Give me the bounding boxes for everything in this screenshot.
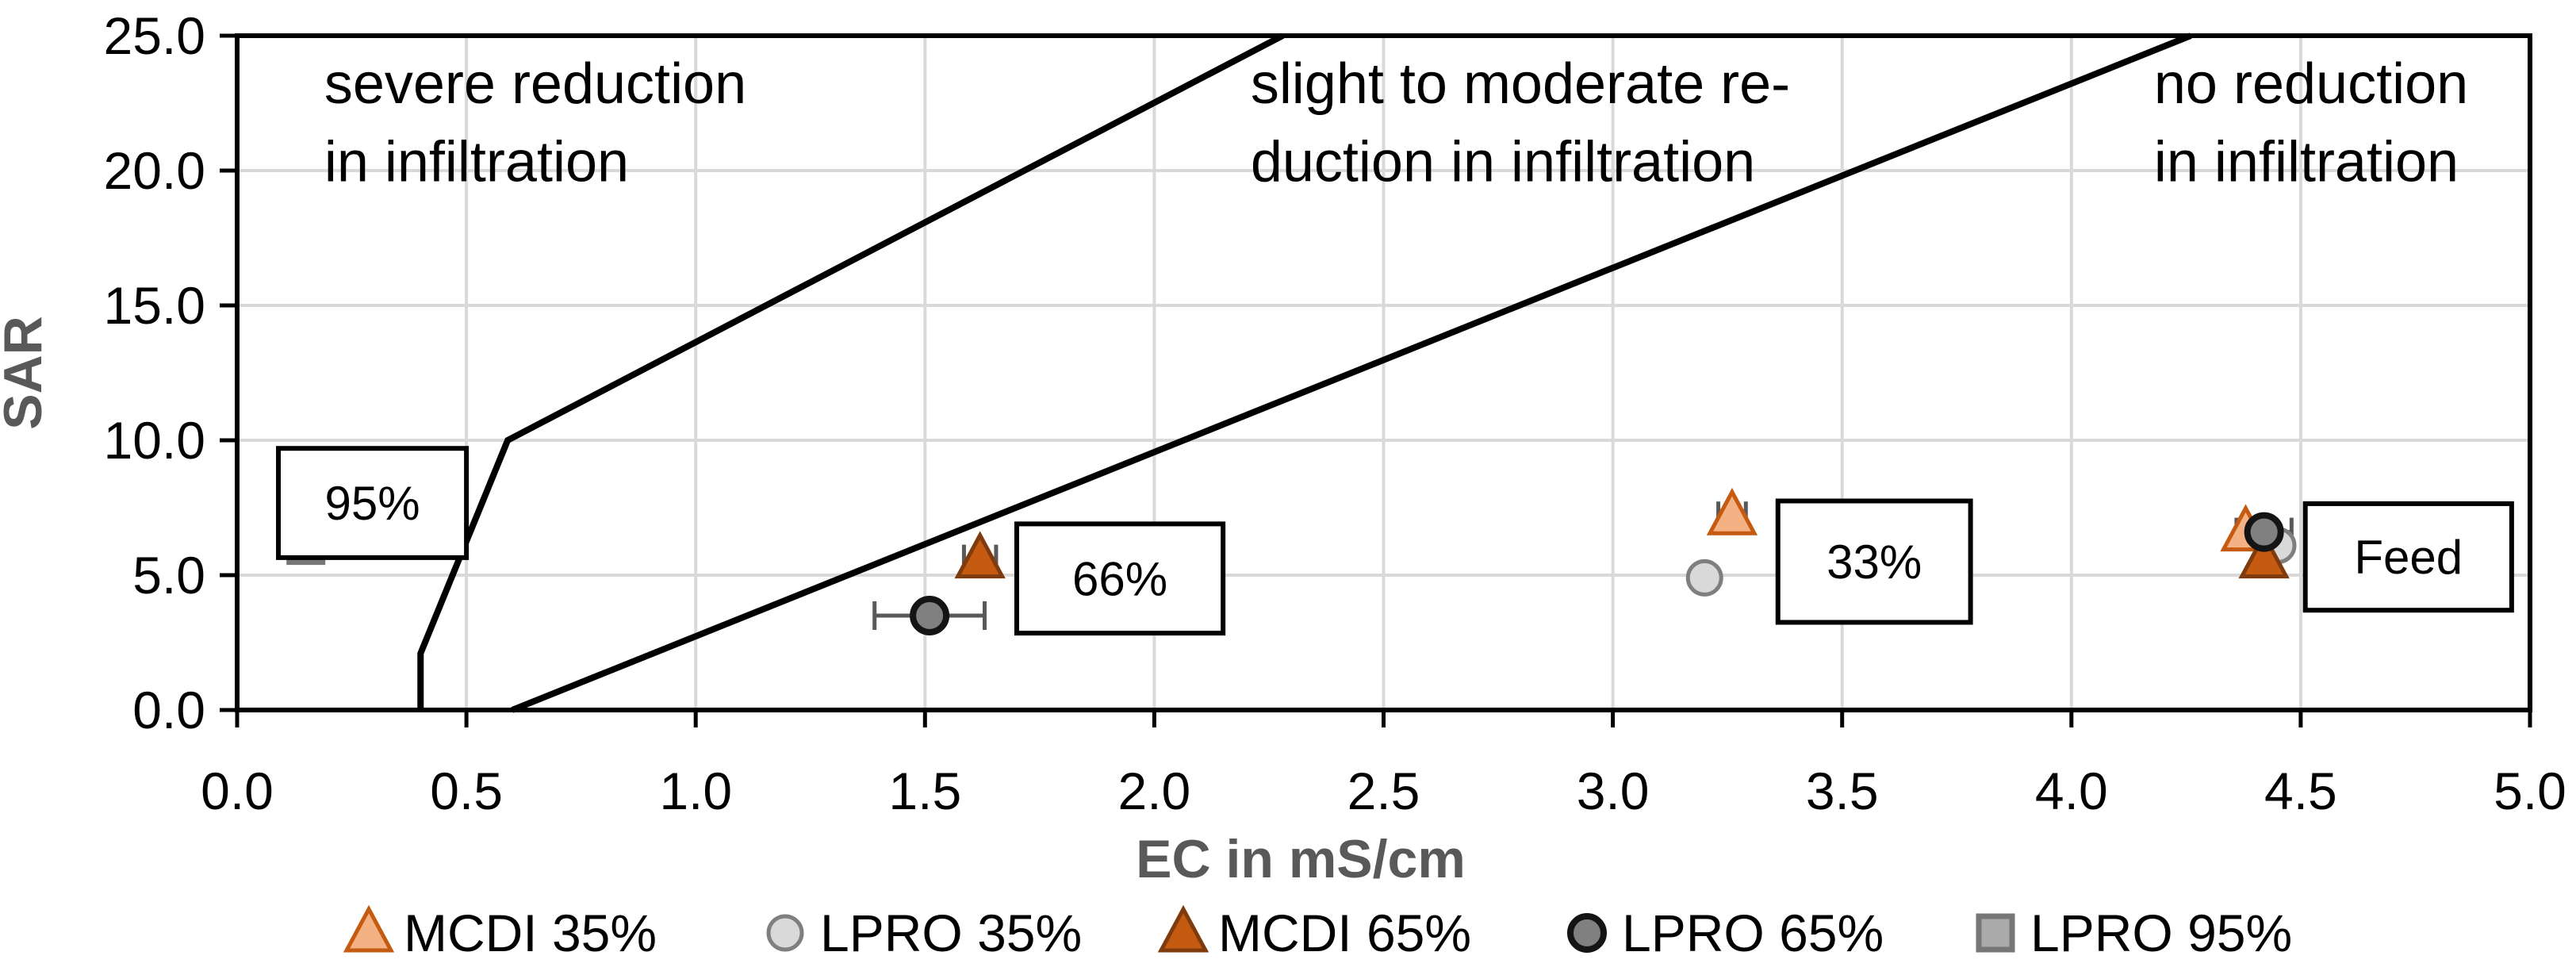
y-tick-label: 20.0: [104, 141, 205, 200]
annotation-box-label: 33%: [1827, 535, 1922, 589]
region-label: duction in infiltration: [1251, 131, 1755, 194]
legend-label: LPRO 35%: [820, 904, 1082, 962]
region-label: no reduction: [2154, 52, 2468, 116]
x-tick-label: 2.5: [1347, 762, 1420, 820]
region-label: severe reduction: [324, 52, 746, 116]
legend-marker-lpro-65-: [1567, 913, 1607, 953]
region-label: in infiltration: [2154, 131, 2459, 194]
x-tick-label: 5.0: [2494, 762, 2566, 820]
x-tick-label: 4.0: [2035, 762, 2108, 820]
y-axis-title: SAR: [0, 316, 53, 430]
legend-label: MCDI 65%: [1218, 904, 1471, 962]
annotation-box-label: Feed: [2354, 531, 2463, 584]
annotation-box-33-: [1775, 498, 1973, 625]
x-tick-label: 2.0: [1118, 762, 1191, 820]
marker-mcdi-65-: [954, 531, 1006, 579]
x-tick-label: 3.0: [1577, 762, 1650, 820]
legend-label: LPRO 95%: [2030, 904, 2292, 962]
marker-mcdi-65-: [2238, 531, 2290, 579]
y-tick-label: 10.0: [104, 411, 205, 470]
x-tick-label: 0.5: [430, 762, 503, 820]
moderate-to-none-boundary: [511, 33, 2192, 713]
x-tick-label: 1.0: [659, 762, 732, 820]
annotation-box-label: 66%: [1072, 552, 1167, 605]
x-tick-label: 1.5: [888, 762, 961, 820]
legend-marker-lpro-95-: [1976, 913, 2015, 953]
annotation-box-label: 95%: [325, 477, 420, 530]
annotation-box-feed: [2302, 501, 2514, 613]
legend-marker-lpro-35-: [766, 914, 804, 952]
marker-lpro-65-: [910, 596, 950, 635]
annotation-box-95-: [276, 446, 470, 560]
y-tick-label: 15.0: [104, 276, 205, 335]
region-label: in infiltration: [324, 131, 629, 194]
legend-marker-mcdi-65-: [1157, 904, 1209, 953]
marker-mcdi-35-: [1706, 487, 1758, 535]
y-tick-label: 5.0: [132, 546, 205, 604]
marker-lpro-65-: [2244, 512, 2284, 552]
annotation-box-66-: [1014, 521, 1226, 636]
x-axis-title: EC in mS/cm: [1136, 829, 1466, 889]
y-tick-label: 0.0: [132, 681, 205, 739]
x-tick-label: 4.5: [2264, 762, 2337, 820]
y-tick-label: 25.0: [104, 6, 205, 65]
x-tick-label: 0.0: [201, 762, 274, 820]
marker-lpro-35-: [1685, 558, 1723, 597]
legend-label: LPRO 65%: [1622, 904, 1884, 962]
x-tick-label: 3.5: [1806, 762, 1879, 820]
legend-label: MCDI 35%: [404, 904, 657, 962]
legend-marker-mcdi-35-: [343, 904, 395, 953]
region-label: slight to moderate re-: [1251, 52, 1790, 116]
